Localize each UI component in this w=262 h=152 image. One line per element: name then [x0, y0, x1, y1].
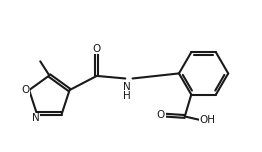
Text: O: O [22, 85, 30, 95]
Text: N
H: N H [123, 82, 131, 101]
Text: N: N [32, 113, 39, 123]
Text: OH: OH [199, 115, 215, 125]
Text: O: O [157, 110, 165, 120]
Text: O: O [93, 44, 101, 54]
